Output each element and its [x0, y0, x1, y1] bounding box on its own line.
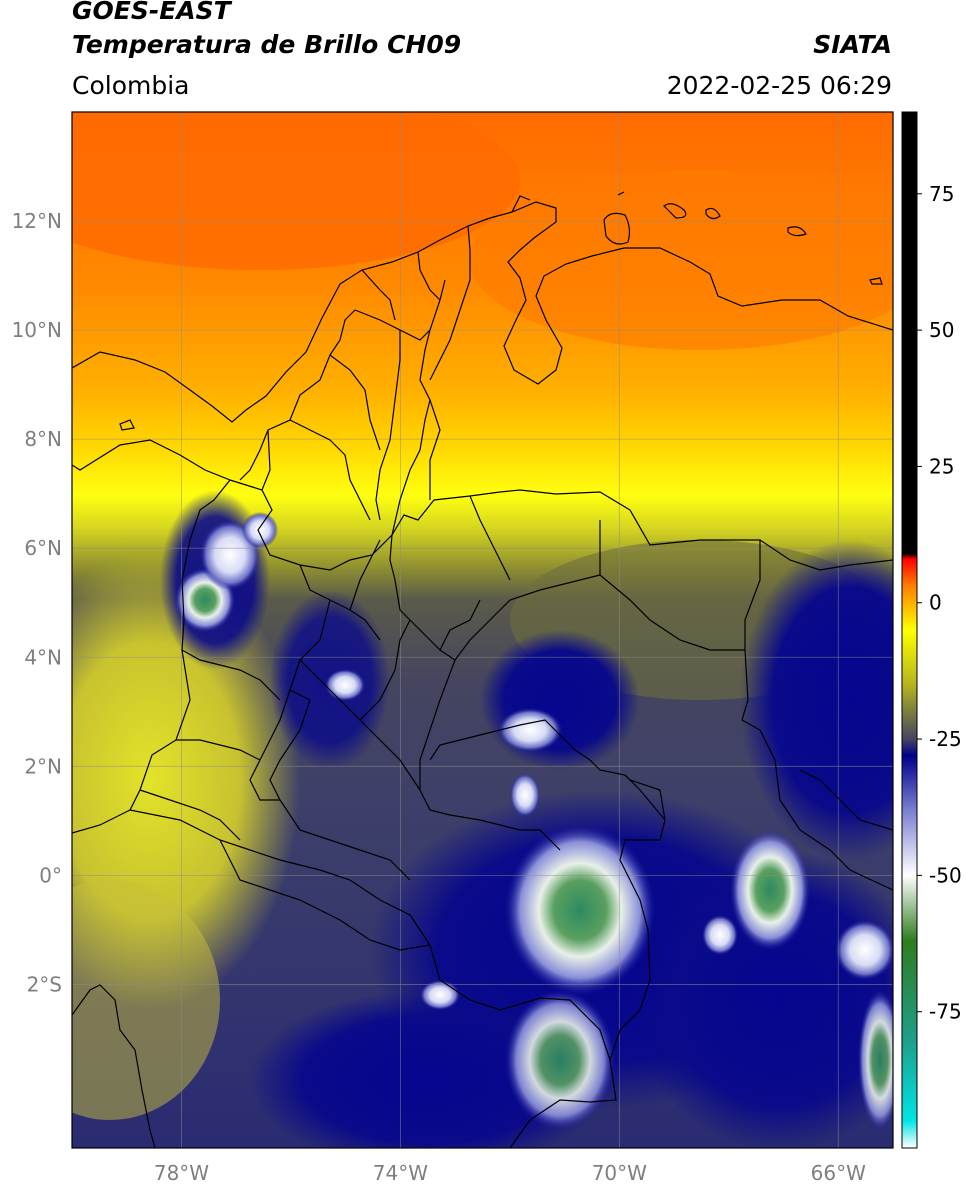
colorbar-bar: [901, 111, 918, 1149]
datetime-label: 2022-02-25 06:29: [666, 71, 892, 100]
lon-tick-label: 70°W: [592, 1161, 647, 1185]
coastlines-borders: [72, 191, 893, 1148]
lat-tick-label: 2°N: [24, 754, 62, 778]
colorbar-tick-label: 25: [929, 454, 954, 478]
colorbar-tick-labels: 75 50 25 0 -25 -50 -75: [917, 182, 962, 1024]
lon-tick-label: 74°W: [373, 1161, 428, 1185]
lat-tick-label: 8°N: [24, 427, 62, 451]
lon-tick-label: 78°W: [154, 1161, 209, 1185]
lat-tick-label: 4°N: [24, 645, 62, 669]
organization-label: SIATA: [813, 30, 892, 59]
lat-tick-label: 12°N: [12, 209, 62, 233]
colorbar-tick-label: -50: [929, 863, 962, 887]
lat-tick-label: 10°N: [12, 318, 62, 342]
colorbar-tick-label: 50: [929, 318, 954, 342]
satellite-title: GOES-EAST: [72, 0, 231, 25]
brightness-temperature-field: [72, 112, 893, 1148]
lat-tick-label: 0°: [39, 863, 62, 887]
colorbar-tick-label: 0: [929, 591, 942, 615]
colorbar-tick-label: 75: [929, 182, 954, 206]
lon-tick-label: 66°W: [811, 1161, 866, 1185]
latitude-tick-labels: 12°N 10°N 8°N 6°N 4°N 2°N 0° 2°S: [12, 209, 62, 996]
colorbar-tick-label: -75: [929, 1000, 962, 1024]
product-title: Temperatura de Brillo CH09: [72, 30, 462, 59]
region-label: Colombia: [72, 71, 190, 100]
map-frame: [71, 111, 894, 1149]
lat-tick-label: 2°S: [27, 972, 62, 996]
lat-tick-label: 6°N: [24, 536, 62, 560]
colorbar-tick-label: -25: [929, 727, 962, 751]
longitude-tick-labels: 78°W 74°W 70°W 66°W: [154, 1161, 866, 1185]
colorbar: 75 50 25 0 -25 -50 -75: [901, 111, 962, 1149]
